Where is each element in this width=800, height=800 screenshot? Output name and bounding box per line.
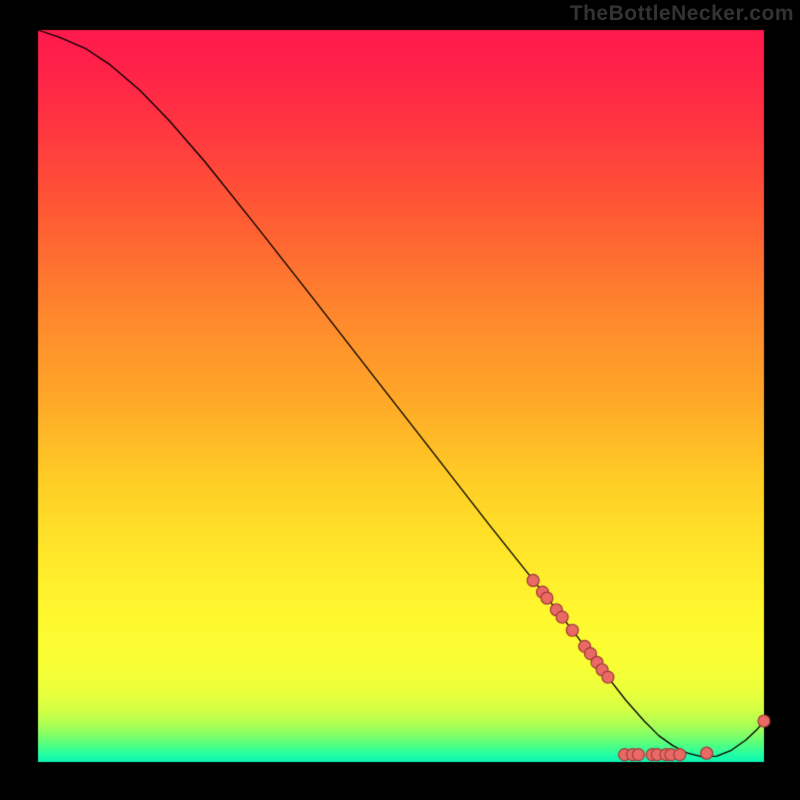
watermark-label: TheBottleNecker.com [570,2,794,26]
bottleneck-curve-chart [0,0,800,800]
